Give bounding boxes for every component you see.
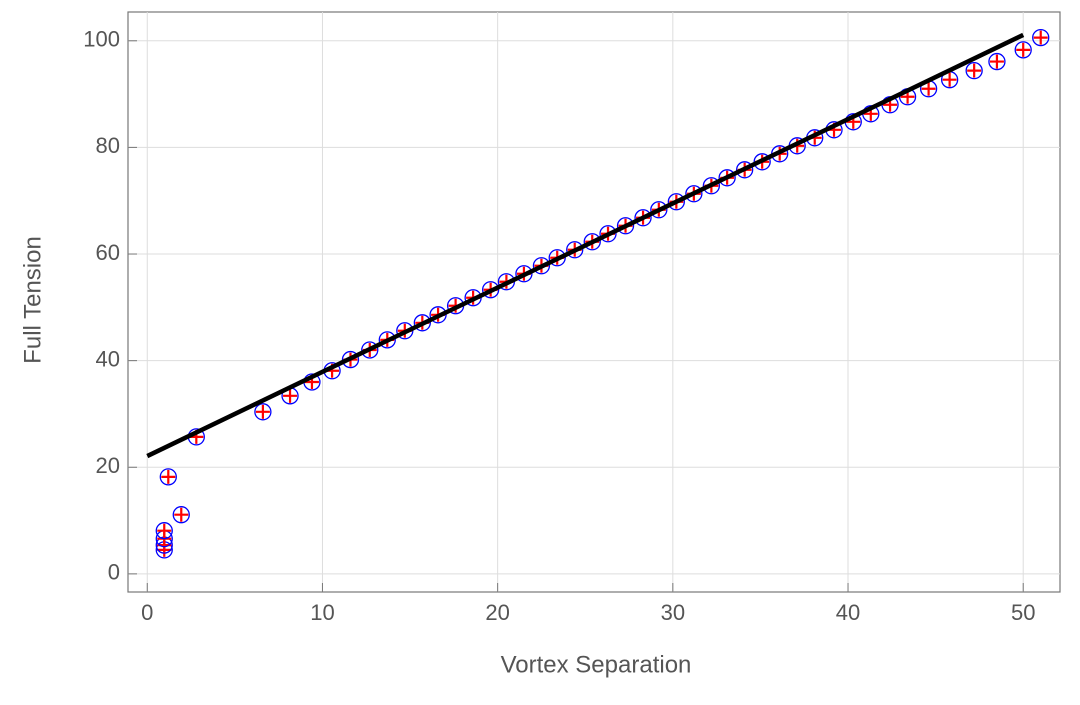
y-tick-label: 40: [96, 346, 120, 371]
point-circle: [515, 265, 533, 283]
point-circle: [1014, 41, 1032, 59]
point-plus: [1033, 30, 1048, 45]
point-circle: [481, 281, 500, 299]
point-plus: [942, 72, 957, 87]
point-circle: [341, 350, 360, 369]
point-plus: [1016, 42, 1031, 57]
y-axis-label: Full Tension: [19, 236, 46, 364]
x-tick-label: 0: [141, 600, 153, 625]
y-tick-label: 100: [83, 27, 120, 52]
point-plus: [967, 63, 982, 78]
point-circle: [736, 161, 754, 179]
point-circle: [650, 201, 668, 219]
point-circle: [634, 209, 652, 227]
x-tick-label: 50: [1011, 600, 1035, 625]
y-tick-label: 20: [96, 453, 120, 478]
point-plus: [283, 388, 298, 403]
x-axis-label: Vortex Separation: [501, 651, 692, 678]
point-circle: [254, 403, 272, 421]
point-plus: [174, 507, 189, 522]
point-plus: [255, 404, 270, 419]
point-circle: [685, 185, 703, 203]
point-circle: [583, 233, 601, 251]
point-circle: [155, 522, 173, 540]
point-circle: [532, 257, 551, 275]
point-circle: [702, 177, 721, 195]
point-plus: [161, 469, 176, 484]
x-tick-label: 10: [310, 600, 334, 625]
point-circle: [566, 241, 584, 259]
point-circle: [599, 225, 617, 243]
point-circle: [172, 506, 190, 524]
point-circle: [413, 314, 431, 332]
grid: [128, 12, 1060, 592]
fit-line: [146, 32, 1025, 459]
point-circle: [667, 193, 685, 211]
point-plus: [921, 81, 936, 96]
point-circle: [965, 61, 983, 80]
x-tick-label: 20: [485, 600, 509, 625]
plot-frame: [127, 11, 1061, 593]
point-circle: [548, 249, 566, 267]
point-circle: [159, 468, 177, 486]
point-circle: [616, 217, 635, 235]
point-plus: [157, 523, 172, 538]
y-tick-label: 80: [96, 133, 120, 158]
point-circle: [718, 169, 736, 187]
x-tick-label: 30: [661, 600, 685, 625]
point-circle: [1032, 28, 1050, 47]
x-tick-label: 40: [836, 600, 860, 625]
point-circle: [378, 331, 396, 349]
point-circle: [361, 341, 379, 359]
point-circle: [988, 52, 1006, 71]
y-tick-label: 60: [96, 240, 120, 265]
point-plus: [989, 54, 1004, 69]
y-tick-label: 0: [108, 560, 120, 585]
